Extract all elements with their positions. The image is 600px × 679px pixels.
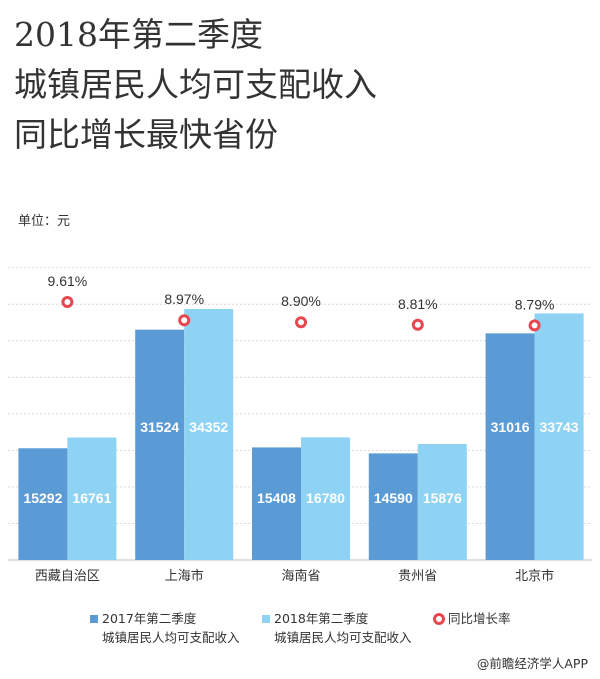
bar-value-label-2017: 14590 [374, 490, 413, 506]
unit-label: 单位：元 [18, 214, 71, 229]
title-line-2: 城镇居民人均可支配收入 [14, 65, 377, 104]
legend-swatch-2018 [262, 615, 270, 623]
legend-label-2017-line-1: 2017年第二季度 [102, 611, 197, 626]
bar-2018 [534, 313, 584, 560]
category-label: 贵州省 [398, 569, 437, 584]
legend-swatch-2017 [90, 615, 98, 623]
growth-rate-label: 9.61% [48, 273, 88, 289]
title-line-3: 同比增长最快省份 [14, 115, 278, 154]
title-line-1: 2018年第二季度 [14, 15, 263, 54]
bar-2017 [252, 447, 301, 560]
legend-item-2017: 2017年第二季度 城镇居民人均可支配收入 [90, 609, 240, 647]
bar-2018 [301, 437, 350, 560]
bar-value-label-2017: 15292 [23, 490, 62, 506]
bar-value-label-2018: 33743 [540, 419, 579, 435]
legend-item-growth: 同比增长率 [433, 609, 511, 628]
bar-value-label-2018: 16780 [306, 490, 345, 506]
source-credit: @前瞻经济学人APP [476, 656, 588, 671]
category-label: 北京市 [515, 568, 554, 584]
chart-title: 2018年第二季度 城镇居民人均可支配收入 同比增长最快省份 [14, 10, 377, 160]
bar-2018 [417, 443, 467, 560]
growth-rate-label: 8.97% [164, 291, 204, 307]
bar-2017 [368, 453, 418, 560]
bar-2018 [67, 437, 117, 560]
growth-rate-label: 8.79% [515, 296, 555, 312]
bar-value-label-2018: 34352 [189, 419, 228, 435]
bar-2017 [485, 333, 535, 560]
growth-rate-label: 8.81% [398, 296, 438, 312]
legend-label-2018-line-2: 城镇居民人均可支配收入 [274, 630, 412, 645]
bar-chart: 15292 16761 9.61% 西藏自治区 31524 34352 8.97% 上海市 15… [8, 267, 592, 584]
category-label: 上海市 [165, 568, 204, 584]
bar-value-label-2018: 16761 [72, 490, 111, 506]
growth-rate-label: 8.90% [281, 293, 321, 309]
bar-2018 [184, 309, 234, 560]
growth-rate-marker [61, 296, 74, 308]
growth-rate-marker [178, 314, 191, 327]
legend-label-2017-line-2: 城镇居民人均可支配收入 [102, 630, 240, 645]
growth-rate-marker [528, 319, 541, 332]
legend-item-2018: 2018年第二季度 城镇居民人均可支配收入 [262, 609, 412, 647]
bar-value-label-2017: 31524 [140, 419, 179, 435]
legend-marker-growth [433, 613, 445, 625]
growth-rate-marker [295, 316, 307, 329]
category-label: 海南省 [281, 568, 320, 584]
bar-value-label-2017: 15408 [257, 490, 296, 506]
category-label: 西藏自治区 [35, 569, 100, 584]
bar-value-label-2018: 15876 [423, 490, 462, 506]
bar-2017 [135, 329, 185, 560]
legend-label-growth: 同比增长率 [448, 611, 511, 626]
legend-label-2018-line-1: 2018年第二季度 [274, 611, 369, 626]
bar-2017 [18, 448, 68, 560]
bar-value-label-2017: 31016 [491, 419, 530, 435]
growth-rate-marker [411, 318, 424, 331]
